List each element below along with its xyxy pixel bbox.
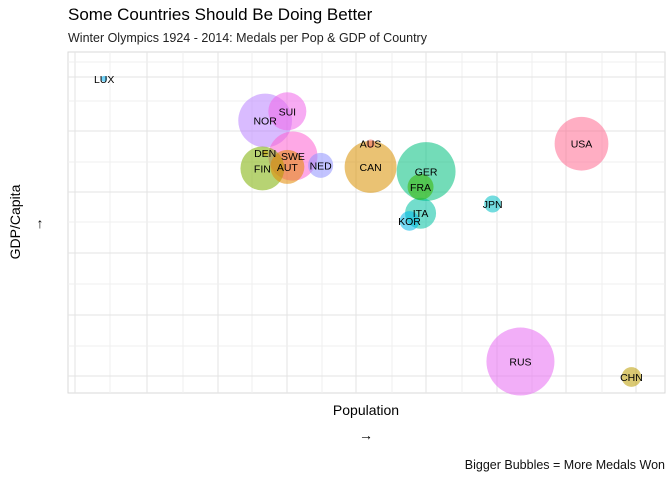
bubble-aus — [366, 139, 375, 149]
chart-caption: Bigger Bubbles = More Medals Won — [464, 458, 665, 472]
chart-title: Some Countries Should Be Doing Better — [68, 5, 373, 24]
y-axis-title: GDP/Capita — [7, 184, 23, 259]
bubble-label-usa: USA — [571, 139, 593, 151]
bubble-label-lux: LUX — [94, 74, 114, 86]
bubble-label-fin: FIN — [254, 163, 271, 175]
bubble-label-chn: CHN — [620, 372, 643, 384]
bubble-chn — [621, 367, 642, 387]
bubble-label-den: DEN — [254, 148, 276, 160]
bubble-ned — [308, 152, 334, 178]
bubble-label-aut: AUT — [277, 162, 299, 174]
bubble-label-ger: GER — [415, 167, 438, 179]
bubble-label-can: CAN — [360, 162, 382, 174]
chart-subtitle: Winter Olympics 1924 - 2014: Medals per … — [68, 31, 427, 45]
x-axis-title: Population — [333, 402, 399, 418]
bubble-jpn — [484, 195, 502, 213]
bubble-usa — [554, 116, 609, 171]
bubble-rus — [486, 327, 555, 396]
bubble-label-jpn: JPN — [483, 199, 503, 211]
x-axis-arrow: → — [359, 427, 373, 443]
bubble-label-kor: KOR — [398, 216, 421, 228]
bubble-sui — [268, 92, 307, 131]
y-axis-arrow: ↑ — [37, 215, 44, 231]
bubble-fra — [407, 173, 434, 200]
bubble-label-nor: NOR — [253, 116, 277, 128]
bubble-label-ned: NED — [310, 160, 333, 172]
bubble-label-swe: SWE — [281, 151, 305, 163]
bubble-label-sui: SUI — [279, 106, 297, 118]
bubble-label-fra: FRA — [410, 182, 431, 194]
bubble-label-ita: ITA — [413, 208, 429, 220]
bubble-kor — [399, 211, 420, 231]
bubble-can — [344, 140, 397, 193]
bubble-label-aus: AUS — [360, 139, 382, 151]
bubble-den — [262, 149, 269, 157]
bubbles — [101, 75, 642, 396]
bubble-aut — [270, 149, 305, 184]
bubble-lux — [101, 75, 108, 82]
bubble-label-rus: RUS — [509, 357, 531, 369]
